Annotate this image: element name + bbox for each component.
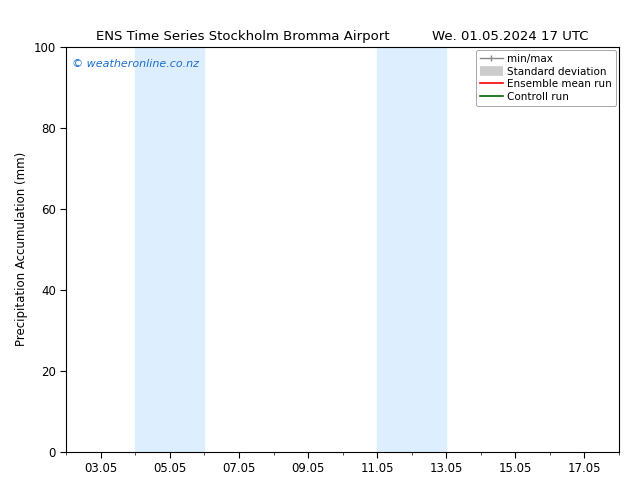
Bar [377, 47, 446, 452]
Bar [135, 47, 204, 452]
Y-axis label: Precipitation Accumulation (mm): Precipitation Accumulation (mm) [15, 152, 28, 346]
Title: ENS Time Series Stockholm Bromma Airport          We. 01.05.2024 17 UTC: ENS Time Series Stockholm Bromma Airport… [96, 30, 589, 43]
Text: © weatheronline.co.nz: © weatheronline.co.nz [72, 59, 198, 69]
Legend: min/max, Standard deviation, Ensemble mean run, Controll run: min/max, Standard deviation, Ensemble me… [476, 50, 616, 106]
